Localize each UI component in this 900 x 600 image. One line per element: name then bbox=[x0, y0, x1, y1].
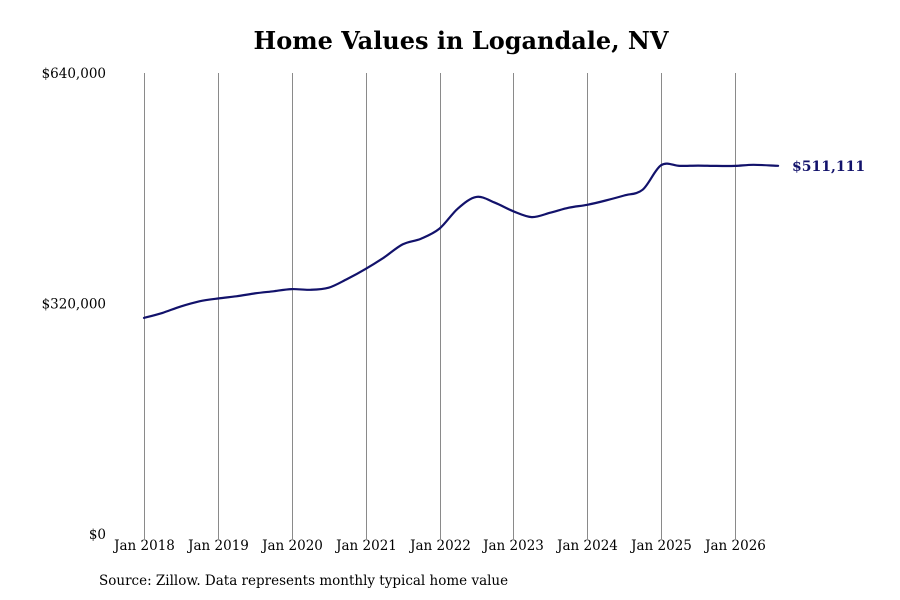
x-tick-label: Jan 2023 bbox=[481, 538, 544, 554]
source-note: Source: Zillow. Data represents monthly … bbox=[99, 573, 509, 589]
series-line-0 bbox=[142, 162, 780, 319]
x-tick-label: Jan 2024 bbox=[555, 538, 618, 554]
series-layer bbox=[142, 162, 780, 319]
y-tick-label: $0 bbox=[89, 527, 106, 543]
x-tick-label: Jan 2022 bbox=[408, 538, 471, 554]
tick-labels: Jan 2018 Jan 2019 Jan 2020 Jan 2021 Jan 2022… bbox=[42, 66, 865, 554]
x-tick-label: Jan 2026 bbox=[703, 538, 766, 554]
series-end-label: $511,111 bbox=[792, 159, 865, 175]
y-tick-label: $320,000 bbox=[42, 297, 106, 313]
axes bbox=[144, 534, 736, 539]
x-tick-label: Jan 2018 bbox=[112, 538, 175, 554]
x-tick-label: Jan 2021 bbox=[334, 538, 397, 554]
x-tick-label: Jan 2025 bbox=[629, 538, 692, 554]
chart-title: Home Values in Logandale, NV bbox=[253, 26, 669, 55]
x-tick-label: Jan 2020 bbox=[260, 538, 323, 554]
y-tick-label: $640,000 bbox=[42, 66, 106, 82]
gridlines bbox=[144, 73, 736, 534]
x-tick-label: Jan 2019 bbox=[186, 538, 249, 554]
